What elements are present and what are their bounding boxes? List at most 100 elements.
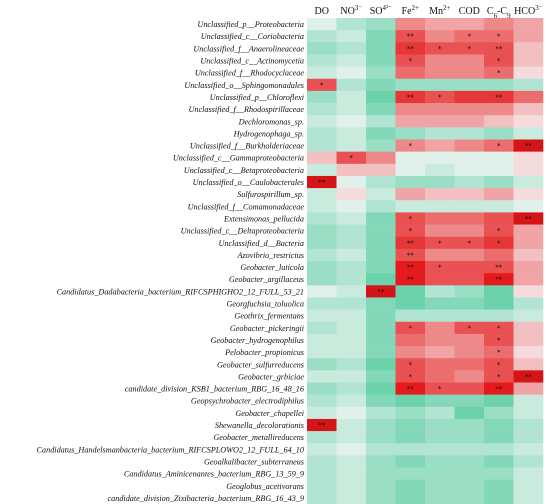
heatmap-cell — [336, 18, 367, 31]
heatmap-cell — [395, 370, 426, 383]
heatmap-cell — [513, 248, 544, 262]
heatmap-cell — [454, 54, 485, 67]
row-label: Unclassified_f__Burkholderiaceae — [190, 142, 305, 151]
heatmap-cell — [395, 358, 426, 371]
heatmap-cell — [454, 103, 485, 116]
heatmap-cell — [454, 261, 485, 274]
row-label: Pelobacter_propionicus — [224, 348, 304, 357]
heatmap-cell — [336, 443, 367, 456]
column-label: DO — [315, 6, 329, 17]
heatmap-cell — [513, 163, 544, 177]
heatmap-cell — [336, 418, 367, 432]
heatmap-cell — [366, 200, 396, 213]
heatmap-cell — [336, 479, 367, 493]
heatmap-cell — [425, 285, 455, 298]
significance-marker: ** — [407, 45, 415, 53]
heatmap-cell — [425, 78, 455, 92]
heatmap-cell — [307, 285, 337, 298]
heatmap-cell — [336, 115, 367, 128]
heatmap-cell — [395, 30, 426, 43]
heatmap-cell — [425, 333, 455, 347]
column-label: Fe2+ — [402, 4, 420, 17]
heatmap-cell — [425, 163, 455, 177]
heatmap-cell — [513, 297, 544, 310]
heatmap-cell — [513, 200, 544, 213]
heatmap-cell — [425, 30, 455, 43]
column-label: Mn2+ — [429, 4, 450, 17]
column-label: COD — [459, 6, 480, 17]
heatmap-cell — [425, 273, 455, 286]
heatmap-cell — [425, 418, 455, 432]
heatmap-cell — [425, 297, 455, 310]
heatmap-cell — [307, 163, 337, 177]
heatmap-cell — [395, 151, 426, 165]
heatmap-cell — [484, 358, 514, 371]
heatmap-cell — [307, 261, 337, 274]
heatmap-cell — [366, 261, 396, 274]
heatmap-cell — [425, 200, 455, 213]
heatmap-cell — [454, 18, 485, 31]
heatmap-cell — [513, 406, 544, 420]
heatmap-cell — [484, 333, 514, 347]
heatmap-cell — [425, 224, 455, 237]
heatmap-cell — [307, 248, 337, 262]
heatmap-cell — [307, 66, 337, 80]
heatmap-cell — [484, 78, 514, 92]
heatmap-cell — [484, 491, 514, 504]
row-label: Geobacter_luticola — [240, 263, 304, 272]
heatmap-cell — [307, 455, 337, 468]
heatmap-cell — [336, 139, 367, 152]
heatmap-cell — [336, 382, 367, 395]
heatmap-cell — [484, 103, 514, 116]
heatmap-cell — [395, 309, 426, 323]
heatmap-cell — [395, 333, 426, 347]
heatmap-cell — [307, 54, 337, 67]
heatmap-cell — [454, 127, 485, 140]
significance-marker: ** — [495, 45, 503, 53]
heatmap-cell — [425, 346, 455, 359]
heatmap-cell — [484, 273, 514, 286]
heatmap-cell — [395, 90, 426, 104]
heatmap-cell — [425, 370, 455, 383]
row-label: Geoalkalibacter_subterraneus — [204, 457, 304, 466]
heatmap-cell — [395, 418, 426, 432]
row-label: Geobacter_grbiciae — [238, 372, 304, 381]
heatmap-cell — [454, 151, 485, 165]
heatmap-cell — [307, 236, 337, 250]
heatmap-cell — [336, 467, 367, 480]
heatmap-cell — [484, 115, 514, 128]
heatmap-cell — [425, 321, 455, 335]
heatmap-cell — [336, 333, 367, 347]
row-label: Candidatus_Aminicenantes_bacterium_RBG_1… — [124, 470, 304, 479]
significance-marker: * — [497, 227, 501, 235]
row-label: Extensimonas_pellucida — [223, 214, 304, 223]
heatmap-cell — [336, 78, 367, 92]
heatmap-cell — [366, 248, 396, 262]
heatmap-cell — [336, 54, 367, 67]
row-label: Georgfuchsia_toluolica — [227, 300, 304, 309]
heatmap-cell — [513, 285, 544, 298]
heatmap-cell — [513, 382, 544, 395]
heatmap-cell — [307, 212, 337, 225]
heatmap-cell — [513, 479, 544, 493]
significance-marker: ** — [495, 93, 503, 101]
heatmap-cell — [484, 30, 514, 43]
heatmap-cell — [366, 309, 396, 323]
heatmap-cell — [484, 406, 514, 420]
heatmap-cell — [366, 491, 396, 504]
significance-marker: ** — [525, 142, 533, 150]
heatmap-cell — [484, 431, 514, 444]
heatmap-cell — [513, 224, 544, 237]
heatmap-cell — [454, 455, 485, 468]
heatmap-cell — [425, 175, 455, 189]
heatmap-cell — [454, 224, 485, 237]
heatmap-cell — [484, 224, 514, 237]
row-label: Unclassified_p__Chloroflexi — [210, 93, 305, 102]
heatmap-cell — [366, 224, 396, 237]
significance-marker: ** — [407, 264, 415, 272]
heatmap-cell — [336, 491, 367, 504]
heatmap-cell — [425, 479, 455, 493]
heatmap-cell — [336, 42, 367, 55]
significance-marker: ** — [495, 276, 503, 284]
heatmap-cell — [336, 431, 367, 444]
